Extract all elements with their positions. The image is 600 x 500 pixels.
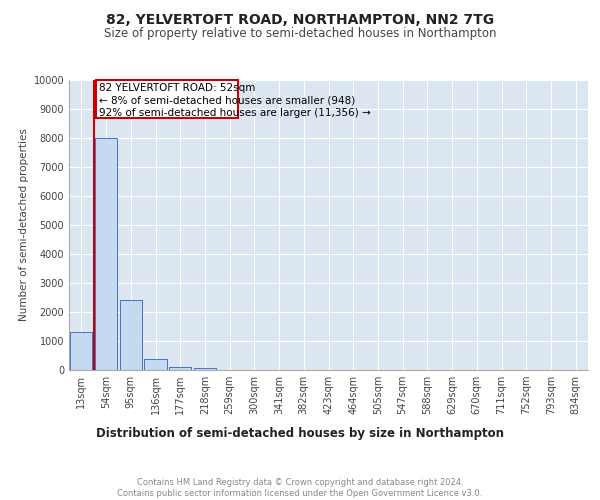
Bar: [169, 366, 191, 370]
Bar: [145, 359, 167, 370]
Bar: [70, 332, 92, 370]
Text: 82, YELVERTOFT ROAD, NORTHAMPTON, NN2 7TG: 82, YELVERTOFT ROAD, NORTHAMPTON, NN2 7T…: [106, 12, 494, 26]
Text: Distribution of semi-detached houses by size in Northampton: Distribution of semi-detached houses by …: [96, 428, 504, 440]
Text: Size of property relative to semi-detached houses in Northampton: Size of property relative to semi-detach…: [104, 28, 496, 40]
Text: 92% of semi-detached houses are larger (11,356) →: 92% of semi-detached houses are larger (…: [98, 108, 370, 118]
Text: Contains HM Land Registry data © Crown copyright and database right 2024.
Contai: Contains HM Land Registry data © Crown c…: [118, 478, 482, 498]
FancyBboxPatch shape: [95, 80, 238, 118]
Bar: [95, 138, 117, 370]
Bar: [194, 368, 216, 370]
Text: ← 8% of semi-detached houses are smaller (948): ← 8% of semi-detached houses are smaller…: [98, 96, 355, 106]
Text: 82 YELVERTOFT ROAD: 52sqm: 82 YELVERTOFT ROAD: 52sqm: [98, 84, 255, 94]
Y-axis label: Number of semi-detached properties: Number of semi-detached properties: [19, 128, 29, 322]
Bar: [119, 300, 142, 370]
